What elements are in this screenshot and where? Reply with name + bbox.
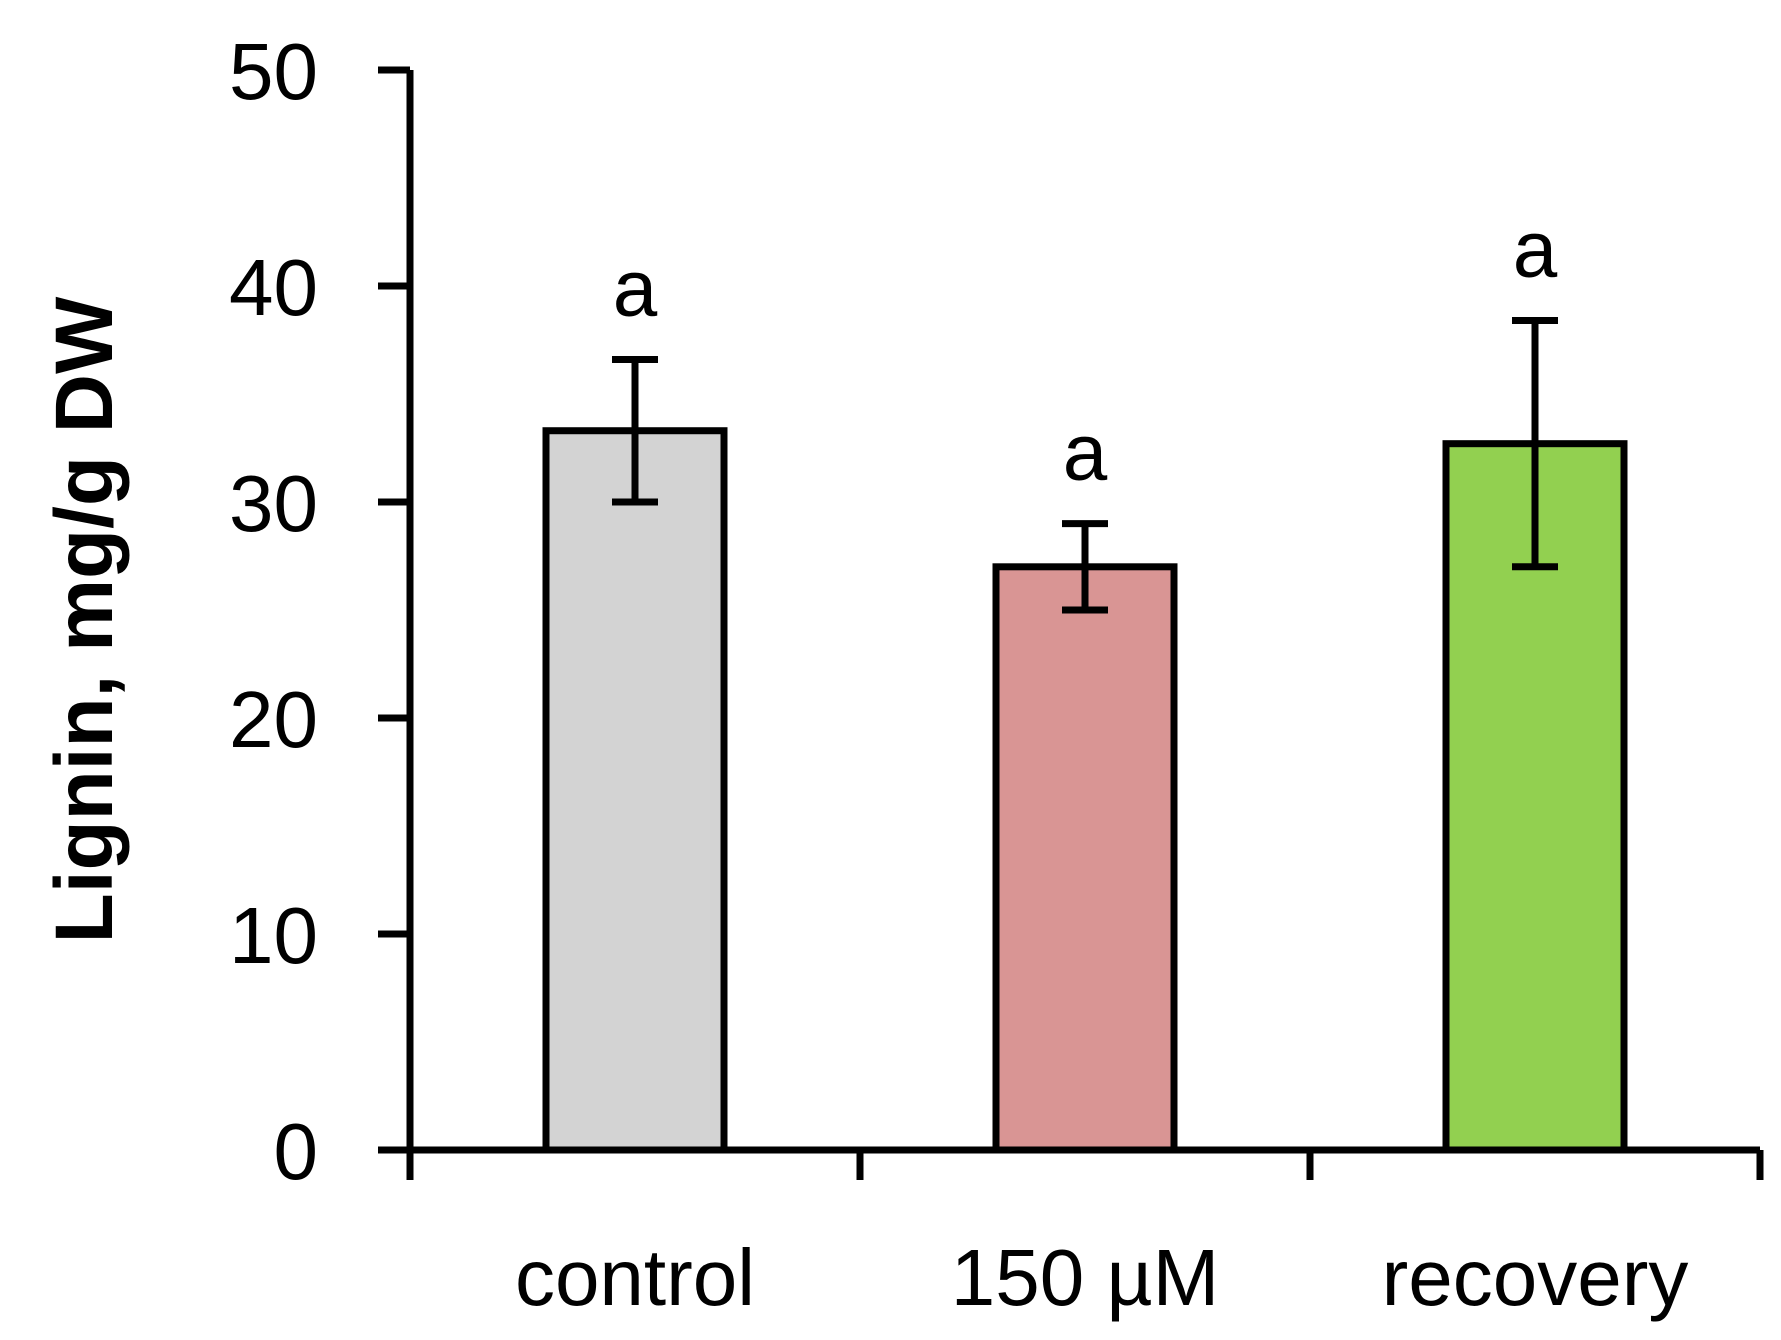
x-category-label-3: recovery (1382, 1233, 1689, 1322)
error-bar-1 (612, 355, 658, 506)
significance-label-1: a (613, 243, 658, 332)
significance-label-3: a (1513, 205, 1558, 294)
significance-labels-group: a a a (613, 205, 1558, 497)
significance-label-2: a (1063, 408, 1108, 497)
y-tick-label: 40 (229, 243, 318, 332)
bar-1 (542, 427, 728, 1154)
x-axis-ticks: control 150 µM recovery (406, 1150, 1764, 1322)
y-tick-label: 0 (274, 1107, 319, 1196)
y-tick-label: 20 (229, 675, 318, 764)
error-bar-3 (1512, 317, 1558, 571)
y-axis-title: Lignin, mg/g DW (39, 296, 130, 943)
y-tick-label: 50 (229, 27, 318, 116)
y-tick-label: 10 (229, 891, 318, 980)
x-category-label-1: control (515, 1233, 755, 1322)
error-bars-group (612, 317, 1558, 614)
axes-group (378, 70, 1760, 1154)
y-axis-ticks: 0 10 20 30 40 50 (229, 27, 410, 1196)
bar-2 (992, 563, 1178, 1154)
y-tick-label: 30 (229, 459, 318, 548)
bars-group (542, 427, 1628, 1154)
x-category-label-2: 150 µM (951, 1233, 1219, 1322)
error-bar-2 (1062, 520, 1108, 614)
